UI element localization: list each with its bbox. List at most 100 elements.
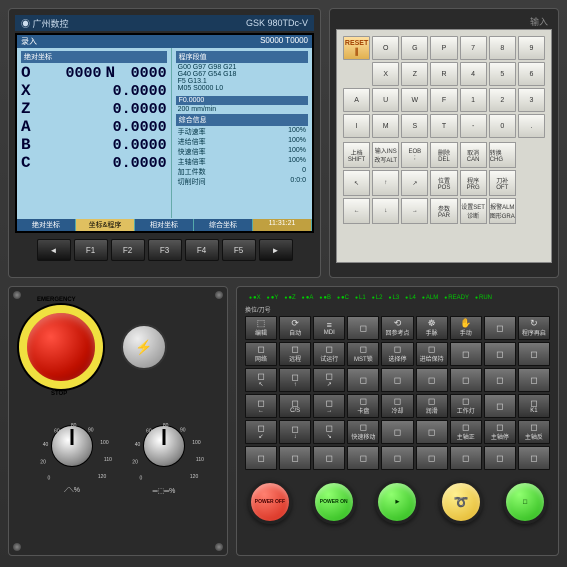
key-3[interactable]: 3 [518, 88, 545, 112]
mop-key[interactable]: ◻↗ [313, 368, 345, 392]
mop-key[interactable]: ◻冷却 [381, 394, 413, 418]
mop-key[interactable]: ◻ [313, 446, 345, 470]
fn-key[interactable]: 报警ALM图形GRA [489, 198, 516, 224]
mop-key[interactable]: ◻主轴反 [518, 420, 550, 444]
key-M[interactable]: M [372, 114, 399, 138]
fkey-f2[interactable]: F2 [111, 239, 145, 261]
fkey-f5[interactable]: F5 [222, 239, 256, 261]
fn-key[interactable]: EOB; [401, 142, 428, 168]
key-U[interactable]: U [372, 88, 399, 112]
mop-key[interactable]: ≡MDI [313, 316, 345, 340]
mop-key[interactable]: ◻试运行 [313, 342, 345, 366]
mop-key[interactable]: ◻ [381, 368, 413, 392]
mop-key[interactable]: ◻主轴停 [484, 420, 516, 444]
fn-key[interactable]: 程序PRG [460, 170, 487, 196]
mop-key[interactable]: ⟲回参考点 [381, 316, 413, 340]
fn-key[interactable]: 取消CAN [460, 142, 487, 168]
key-G[interactable]: G [401, 36, 428, 60]
fkey-f1[interactable]: F1 [74, 239, 108, 261]
key-O[interactable]: O [372, 36, 399, 60]
key-R[interactable]: R [430, 62, 457, 86]
mop-key[interactable]: ◻快速移动 [347, 420, 379, 444]
mop-key[interactable]: ◻卡盘 [347, 394, 379, 418]
key-1[interactable]: 1 [460, 88, 487, 112]
fn-key[interactable]: 删除DEL [430, 142, 457, 168]
fn-key[interactable]: ↖ [343, 170, 370, 196]
mop-key[interactable]: ◻主轴正 [450, 420, 482, 444]
mop-key[interactable]: ☸手脉 [416, 316, 448, 340]
mop-key[interactable]: ◻ [450, 368, 482, 392]
mop-key[interactable]: ◻ [347, 368, 379, 392]
mop-key[interactable]: ✋手动 [450, 316, 482, 340]
mop-key[interactable]: ◻→ [313, 394, 345, 418]
fkey-left-icon[interactable]: ◄ [37, 239, 71, 261]
mop-key[interactable]: ◻润滑 [416, 394, 448, 418]
round-button[interactable]: ▶ [375, 480, 419, 524]
mop-key[interactable]: ↻程序再启 [518, 316, 550, 340]
mop-key[interactable]: ◻ [347, 316, 379, 340]
fkey-f4[interactable]: F4 [185, 239, 219, 261]
key-6[interactable]: 6 [518, 62, 545, 86]
mop-key[interactable]: ◻ [518, 446, 550, 470]
mop-key[interactable]: ◻ [416, 420, 448, 444]
mop-key[interactable]: ◻ [518, 342, 550, 366]
fn-key[interactable]: ↑ [372, 170, 399, 196]
mop-key[interactable]: ◻远程 [279, 342, 311, 366]
key-I[interactable]: I [343, 114, 370, 138]
mop-key[interactable]: ◻ [279, 446, 311, 470]
fn-key[interactable]: 刀补OFT [489, 170, 516, 196]
mop-key[interactable]: ◻ [416, 446, 448, 470]
key-5[interactable]: 5 [489, 62, 516, 86]
fn-key[interactable]: 转换CHG [489, 142, 516, 168]
fn-key[interactable]: 位置POS [430, 170, 457, 196]
key-T[interactable]: T [430, 114, 457, 138]
fn-key[interactable]: ← [343, 198, 370, 224]
fn-key[interactable]: 输入INS改写ALT [372, 142, 399, 168]
reset-key[interactable]: RESET∥ [343, 36, 370, 60]
feed-override-knob[interactable]: 02040608090100110120 [33, 425, 111, 485]
round-button[interactable]: POWER ON [312, 480, 356, 524]
mop-key[interactable]: ◻K1 [518, 394, 550, 418]
key-.[interactable]: . [518, 114, 545, 138]
mop-key[interactable]: ◻选择停 [381, 342, 413, 366]
key-2[interactable]: 2 [489, 88, 516, 112]
fn-key[interactable]: ↗ [401, 170, 428, 196]
key-7[interactable]: 7 [460, 36, 487, 60]
key-0[interactable]: 0 [489, 114, 516, 138]
key-8[interactable]: 8 [489, 36, 516, 60]
key-4[interactable]: 4 [460, 62, 487, 86]
mop-key[interactable]: ◻ [450, 342, 482, 366]
mop-key[interactable]: ◻ [484, 394, 516, 418]
key-A[interactable]: A [343, 88, 370, 112]
mop-key[interactable]: ◻网络 [245, 342, 277, 366]
round-button[interactable]: ⬚ [503, 480, 547, 524]
key-X[interactable]: X [372, 62, 399, 86]
fn-key[interactable]: 设置SET诊断 [460, 198, 487, 224]
mop-key[interactable]: ◻↑ [279, 368, 311, 392]
mop-key[interactable]: ◻进给保持 [416, 342, 448, 366]
key-S[interactable]: S [401, 114, 428, 138]
mop-key[interactable]: ◻↖ [245, 368, 277, 392]
mop-key[interactable]: ◻工作灯 [450, 394, 482, 418]
mop-key[interactable]: ◻MST锁 [347, 342, 379, 366]
mop-key[interactable]: ◻ [484, 316, 516, 340]
mop-key[interactable]: ◻ [416, 368, 448, 392]
fn-key[interactable]: 参数PAR [430, 198, 457, 224]
fn-key[interactable]: ↓ [372, 198, 399, 224]
key--[interactable]: - [460, 114, 487, 138]
mop-key[interactable]: ◻ [381, 446, 413, 470]
emergency-stop-button[interactable] [19, 305, 103, 389]
round-button[interactable]: ➰ [439, 480, 483, 524]
mop-key[interactable]: ◻ [518, 368, 550, 392]
mop-key[interactable]: ◻ [484, 342, 516, 366]
round-button[interactable]: POWER OFF [248, 480, 292, 524]
mop-key[interactable]: ◻← [245, 394, 277, 418]
fn-key[interactable]: 上档SHIFT [343, 142, 370, 168]
key-P[interactable]: P [430, 36, 457, 60]
mop-key[interactable]: ◻ [245, 446, 277, 470]
mop-key[interactable]: ⬚编辑 [245, 316, 277, 340]
mop-key[interactable]: ◻↙ [245, 420, 277, 444]
mop-key[interactable]: ⟳自动 [279, 316, 311, 340]
jog-dial-button[interactable]: ⚡ [121, 324, 167, 370]
key-W[interactable]: W [401, 88, 428, 112]
